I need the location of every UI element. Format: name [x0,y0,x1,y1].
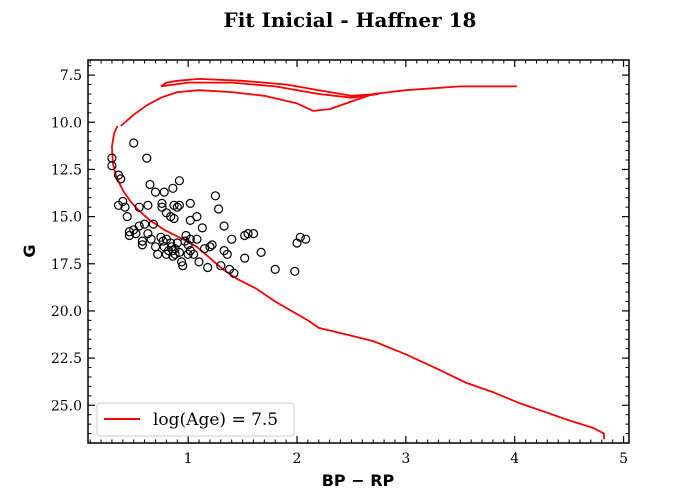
data-point [210,191,220,201]
data-point [197,223,207,233]
data-point [107,161,117,171]
data-point [157,202,167,212]
data-point [159,187,169,197]
data-point [153,249,163,259]
y-tick-label: 25.0 [51,398,82,414]
y-tick-label: 12.5 [51,162,82,178]
data-point [172,202,182,212]
data-point [131,229,141,239]
data-point [178,261,188,271]
data-point [240,253,250,263]
data-point [118,196,128,207]
data-point [214,204,224,214]
data-point [185,198,195,208]
data-point [219,221,229,231]
isochrone-loop [160,78,380,99]
data-point [192,234,202,244]
x-tick-label: 1 [184,451,193,467]
data-point [124,230,134,241]
data-point [157,198,167,208]
data-point [168,183,178,193]
legend: log(Age) = 7.5 [96,402,295,437]
data-point [122,212,132,222]
data-point [216,261,226,271]
isochrone-main-sequence [111,125,605,440]
axis-ticks: 1 2 3 4 5 7.5 10.0 12.5 15.0 17.5 20.0 22.5 25.0 [51,60,629,467]
data-point [189,249,199,259]
data-point [194,257,204,267]
data-point [137,236,147,246]
data-point [222,249,232,259]
data-point [248,229,259,239]
x-axis-label: BP − RP [322,471,395,490]
x-tick-label: 4 [510,451,519,467]
isochrone-upper-branch [120,85,517,127]
x-tick-label: 3 [401,451,410,467]
data-point [150,187,161,197]
data-point [120,202,130,212]
data-point [192,212,202,222]
data-point [142,153,152,163]
data-point [301,234,311,244]
data-point [174,247,184,257]
y-tick-label: 15.0 [51,210,82,226]
data-point [185,215,195,225]
data-point [148,219,158,229]
data-point [129,138,139,148]
data-point [205,242,215,252]
data-point [161,249,171,259]
data-point [170,249,180,259]
plot-frame [87,59,630,444]
data-point [143,200,153,210]
data-point [229,268,239,278]
y-tick-label: 17.5 [51,257,82,273]
data-point [174,176,184,186]
data-point [134,202,144,212]
data-point [124,227,134,237]
x-tick-label: 2 [293,451,302,467]
scatter-points [107,138,311,278]
chart-title: Fit Inicial - Haffner 18 [224,8,477,32]
data-point [243,229,253,239]
data-point [181,230,191,241]
data-point [295,232,305,242]
data-point [140,219,150,229]
data-point [146,234,156,244]
legend-label-isochrone: log(Age) = 7.5 [153,410,278,430]
data-point [145,179,155,190]
data-point [256,247,266,257]
legend-box [96,402,295,437]
data-point [290,266,300,276]
series-layer [111,78,605,440]
x-tick-label: 5 [619,451,628,467]
data-point [270,264,280,274]
data-point [227,234,237,244]
y-tick-label: 20.0 [51,304,82,320]
data-point [183,240,193,250]
data-point [199,244,210,254]
data-point [116,174,126,184]
data-point [169,213,179,224]
data-point [177,257,187,267]
y-tick-label: 22.5 [51,351,82,367]
y-tick-label: 7.5 [60,68,82,84]
y-tick-label: 10.0 [51,115,82,131]
y-axis-label: G [20,244,39,257]
data-point [174,200,184,210]
data-point [203,262,213,273]
data-point [207,240,217,250]
data-point [137,240,147,250]
